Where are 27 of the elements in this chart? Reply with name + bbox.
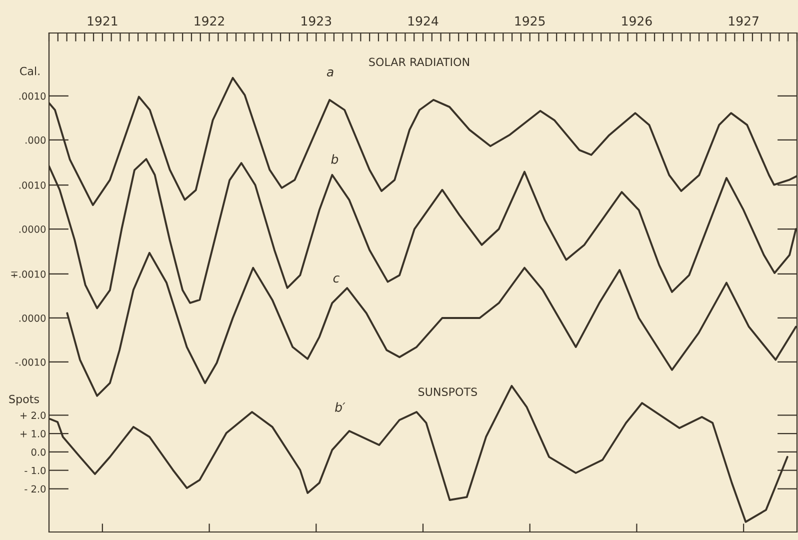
y-axis-title: Spots (9, 394, 39, 406)
y-tick-label: + 2.0 (20, 412, 46, 419)
text: SOLAR RADIATION (369, 58, 469, 66)
y-tick-label: 0.0 (31, 448, 46, 456)
annotation: b′ (335, 402, 346, 412)
annotation: a (326, 69, 334, 77)
x-tick-label: 1926 (622, 16, 652, 26)
y-tick-label: -.0010 (15, 358, 46, 366)
x-tick-label: 1923 (302, 16, 332, 26)
y-tick-label: .0010 (19, 181, 46, 189)
y-tick-label: + 1.0 (20, 430, 46, 438)
text: SUNSPOTS (418, 388, 477, 396)
y-tick-label: .0000 (19, 314, 46, 322)
y-tick-label: .000 (26, 136, 46, 144)
x-tick-label: 1924 (408, 16, 438, 26)
y-tick-label: - 1.0 (24, 466, 46, 474)
y-tick-label: - 2.0 (24, 485, 46, 493)
x-tick-label: 1922 (194, 16, 224, 26)
x-tick-label: 1927 (729, 16, 758, 26)
y-tick-label: .0000 (19, 225, 46, 233)
x-tick-label: 1921 (88, 16, 118, 26)
y-axis-title: Cal. (20, 66, 40, 76)
x-tick-label: 1925 (515, 16, 545, 26)
annotation: b (331, 154, 338, 164)
annotation: c (333, 275, 340, 283)
y-tick-label: ∓.0010 (11, 270, 46, 278)
y-tick-label: .0010 (19, 92, 46, 100)
